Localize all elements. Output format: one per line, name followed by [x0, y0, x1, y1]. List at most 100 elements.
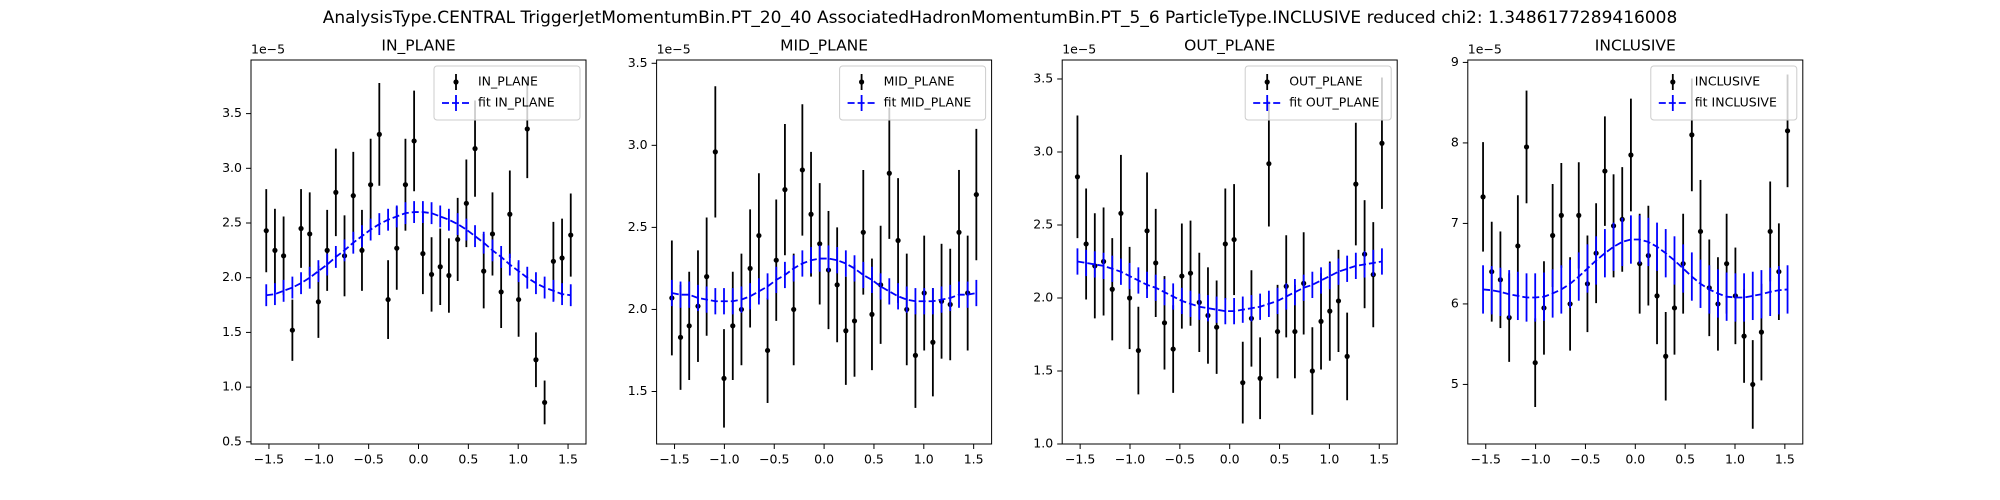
legend-label: MID_PLANE: [884, 74, 955, 89]
y-tick-label: 6: [1451, 295, 1459, 310]
data-point: [1214, 324, 1220, 330]
data-point: [385, 296, 391, 303]
data-point: [533, 357, 539, 363]
y-tick-label: 2.5: [222, 215, 242, 230]
axes-frame: [1467, 59, 1804, 445]
fit-line: [266, 211, 571, 297]
x-tick-label: 0.5: [458, 452, 478, 467]
data-point: [524, 126, 530, 132]
x-tick-label: −1.5: [1065, 452, 1095, 467]
data-point: [1784, 128, 1791, 134]
data-point: [1558, 212, 1564, 218]
y-tick-label: 3.5: [222, 105, 242, 120]
figure-title: AnalysisType.CENTRAL TriggerJetMomentumB…: [323, 8, 1678, 28]
data-point: [773, 257, 779, 263]
data-point: [930, 339, 936, 345]
data-point: [1257, 375, 1263, 381]
data-point: [686, 323, 692, 329]
data-point: [817, 241, 823, 247]
data-point: [1767, 228, 1773, 235]
legend-marker: [1670, 79, 1676, 85]
data-point: [1724, 261, 1730, 267]
y-tick-label: 7: [1451, 215, 1459, 230]
legend-box: [1650, 65, 1798, 121]
data-point: [886, 170, 892, 176]
subplot-title: MID_PLANE: [780, 37, 868, 56]
y-tick-label: 1.5: [1033, 362, 1053, 377]
data-point: [1602, 168, 1608, 174]
y-tick-label: 2.5: [628, 219, 648, 234]
y-offset-label: 1e−5: [1468, 42, 1502, 57]
data-point: [1523, 144, 1530, 150]
data-point: [1135, 347, 1141, 354]
data-point: [376, 131, 382, 137]
data-point: [1309, 368, 1315, 374]
data-point: [808, 211, 814, 217]
data-point: [368, 182, 374, 188]
data-point: [1550, 232, 1556, 239]
x-tick-label: 1.5: [1369, 452, 1389, 467]
data-point: [281, 253, 287, 259]
data-point: [289, 327, 295, 333]
y-tick-label: 3.5: [1033, 70, 1053, 85]
y-offset-label: 1e−5: [251, 42, 285, 57]
data-point: [677, 334, 684, 340]
data-point: [1689, 132, 1695, 138]
data-point: [324, 247, 330, 253]
data-point: [1750, 381, 1756, 388]
data-point: [1663, 353, 1669, 359]
x-tick-label: −0.5: [1570, 452, 1600, 467]
data-point: [1671, 305, 1678, 311]
data-point: [860, 229, 866, 235]
data-point: [498, 289, 504, 295]
y-tick-label: 2.0: [628, 301, 648, 316]
data-point: [1292, 328, 1298, 335]
data-point: [568, 232, 574, 238]
y-tick-label: 8: [1451, 134, 1459, 149]
data-point: [489, 231, 496, 237]
y-tick-label: 5: [1451, 376, 1459, 391]
data-point: [1074, 174, 1081, 180]
data-point: [550, 258, 556, 264]
legend-label: fit IN_PLANE: [478, 95, 555, 110]
data-point: [394, 245, 400, 251]
y-tick-label: 1.0: [1033, 436, 1053, 451]
data-point: [1144, 228, 1150, 234]
data-point: [1353, 181, 1359, 187]
x-tick-label: 0.0: [1220, 452, 1240, 467]
y-tick-label: 3.5: [628, 55, 648, 70]
y-offset-label: 1e−5: [657, 42, 691, 57]
data-point: [507, 211, 513, 217]
y-tick-label: 0.5: [222, 433, 242, 448]
data-point: [1576, 212, 1582, 218]
data-point: [1480, 194, 1486, 200]
legend-label: fit OUT_PLANE: [1289, 95, 1379, 110]
data-point: [359, 247, 365, 253]
data-point: [1083, 241, 1089, 247]
data-point: [712, 149, 718, 155]
data-point: [446, 272, 452, 279]
x-tick-label: −0.5: [759, 452, 789, 467]
data-point: [437, 264, 443, 270]
x-tick-label: 0.5: [1675, 452, 1695, 467]
data-point: [704, 274, 710, 280]
y-tick-label: 1.5: [628, 383, 648, 398]
y-tick-label: 9: [1451, 54, 1459, 69]
data-point: [1153, 260, 1159, 266]
data-point: [756, 232, 762, 239]
data-point: [1335, 298, 1342, 304]
x-tick-label: 1.0: [1319, 452, 1339, 467]
data-point: [1222, 241, 1228, 247]
x-tick-label: 1.5: [1775, 452, 1795, 467]
x-tick-label: 0.5: [864, 452, 884, 467]
data-point: [1327, 308, 1333, 314]
data-point: [834, 282, 840, 288]
y-tick-label: 1.0: [222, 379, 242, 394]
fit-line: [1482, 238, 1788, 299]
data-point: [1697, 228, 1704, 235]
data-point: [1118, 210, 1124, 216]
data-point: [1170, 346, 1176, 352]
data-point: [1628, 152, 1634, 158]
data-point: [463, 200, 469, 206]
